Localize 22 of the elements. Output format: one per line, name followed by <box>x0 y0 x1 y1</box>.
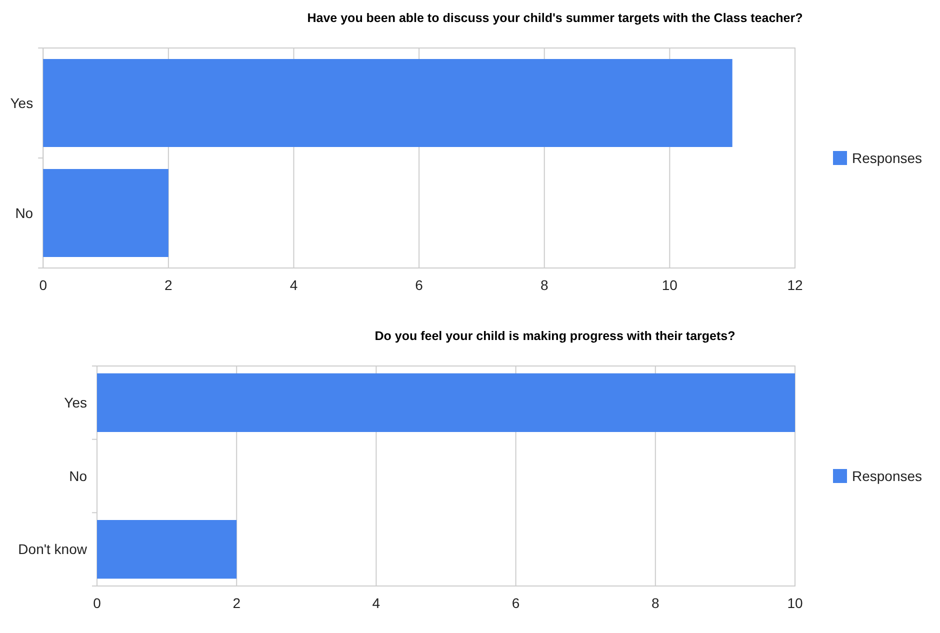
x-tick-label: 0 <box>39 277 48 293</box>
x-tick-label: 8 <box>540 277 548 293</box>
y-tick-label: No <box>69 468 88 484</box>
chart-title: Do you feel your child is making progress with their targets? <box>374 329 736 343</box>
x-tick-label: 4 <box>372 595 380 611</box>
y-tick-label: Yes <box>10 94 34 111</box>
legend-label: Responses <box>852 150 922 166</box>
x-tick-label: 10 <box>787 595 803 611</box>
x-tick-label: 10 <box>662 277 678 293</box>
x-tick-label: 2 <box>164 277 173 293</box>
chart-title: Have you been able to discuss your child's summer targets with the Class teacher? <box>307 11 803 25</box>
x-tick-label: 2 <box>232 595 241 611</box>
x-tick-label: 12 <box>787 277 803 293</box>
x-tick-label: 0 <box>93 595 102 611</box>
y-tick-label: Yes <box>64 394 87 411</box>
y-tick-label: No <box>15 204 34 221</box>
x-tick-label: 8 <box>652 595 660 611</box>
x-tick-label: 6 <box>415 277 424 293</box>
legend-label: Responses <box>852 468 922 484</box>
x-tick-label: 6 <box>512 595 520 611</box>
x-tick-label: 4 <box>290 277 298 293</box>
y-tick-label: Don't know <box>18 541 88 558</box>
